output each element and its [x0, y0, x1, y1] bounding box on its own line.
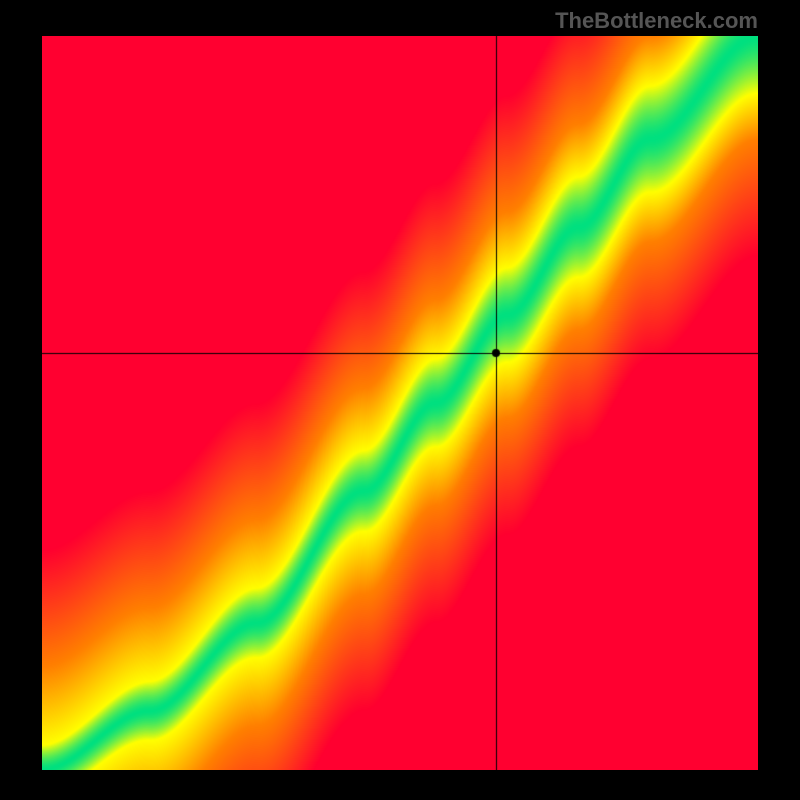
- bottleneck-heatmap: [42, 36, 758, 770]
- chart-container: { "chart": { "type": "heatmap-gradient",…: [0, 0, 800, 800]
- watermark-label: TheBottleneck.com: [555, 8, 758, 34]
